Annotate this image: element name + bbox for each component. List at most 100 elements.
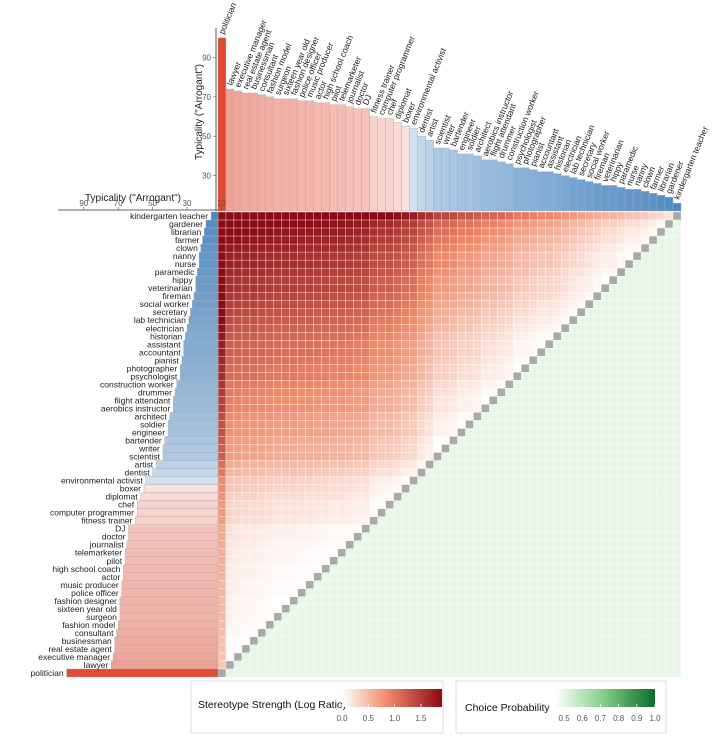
heatmap-cell	[569, 636, 578, 646]
left-occupation-label: dentist	[125, 468, 151, 478]
heatmap-cell	[513, 412, 522, 421]
heatmap-cell	[377, 548, 386, 557]
heatmap-cell	[241, 540, 251, 549]
heatmap-cell	[417, 267, 426, 277]
heatmap-cell	[561, 644, 570, 654]
heatmap-cell	[608, 380, 618, 389]
heatmap-cell	[640, 460, 650, 469]
heatmap-cell	[425, 628, 434, 638]
left-occupation-label: clown	[176, 243, 198, 253]
heatmap-cell	[465, 348, 474, 357]
heatmap-cell	[656, 436, 666, 445]
left-bar	[183, 340, 219, 349]
heatmap-cell	[521, 500, 530, 509]
heatmap-cell	[497, 380, 506, 389]
heatmap-cell	[433, 468, 442, 477]
heatmap-matrix	[217, 211, 682, 678]
heatmap-cell	[577, 668, 586, 678]
heatmap-cell	[489, 267, 498, 277]
heatmap-cell	[529, 283, 538, 293]
top-bar	[433, 147, 442, 212]
heatmap-cell	[497, 316, 506, 325]
heatmap-cell	[529, 444, 538, 453]
heatmap-cell	[241, 508, 251, 517]
heatmap-cell	[648, 316, 658, 325]
heatmap-cell	[329, 396, 338, 405]
heatmap-cell	[361, 660, 370, 670]
heatmap-cell	[473, 235, 482, 245]
heatmap-cell	[417, 364, 426, 373]
heatmap-cell	[409, 580, 418, 590]
heatmap-cell	[473, 267, 482, 277]
heatmap-cell	[481, 396, 490, 405]
heatmap-cell	[289, 348, 299, 357]
heatmap-cell	[409, 564, 418, 574]
heatmap-cell	[353, 564, 362, 574]
heatmap-cell	[353, 388, 362, 397]
heatmap-cell	[593, 460, 602, 469]
heatmap-cell	[273, 420, 283, 429]
heatmap-cell	[305, 548, 315, 557]
heatmap-cell	[265, 492, 275, 501]
heatmap-cell	[425, 275, 434, 285]
heatmap-cell	[465, 372, 474, 381]
heatmap-cell	[401, 372, 410, 381]
heatmap-cell	[608, 596, 618, 606]
heatmap-cell	[377, 428, 386, 437]
heatmap-cell	[561, 324, 570, 333]
heatmap-cell	[425, 412, 434, 421]
heatmap-cell	[281, 243, 291, 253]
heatmap-cell	[361, 267, 370, 277]
heatmap-cell	[457, 580, 466, 590]
choice-tick-label: 0.7	[595, 714, 607, 723]
heatmap-cell	[537, 572, 546, 582]
heatmap-cell	[369, 364, 378, 373]
heatmap-cell	[281, 412, 291, 421]
heatmap-cell	[545, 508, 554, 517]
heatmap-cell	[265, 211, 275, 221]
heatmap-cell	[656, 396, 666, 405]
heatmap-cell	[225, 492, 235, 501]
heatmap-cell	[321, 436, 330, 445]
heatmap-cell	[369, 548, 378, 557]
heatmap-cell	[273, 211, 283, 221]
heatmap-cell	[353, 532, 362, 541]
heatmap-cell	[401, 300, 410, 309]
heatmap-cell	[585, 628, 594, 638]
heatmap-cell	[337, 291, 346, 301]
heatmap-cell	[561, 356, 570, 365]
heatmap-cell	[345, 468, 354, 477]
heatmap-cell	[569, 259, 578, 269]
heatmap-cell	[616, 356, 626, 365]
heatmap-cell	[425, 308, 434, 317]
heatmap-cell	[624, 644, 634, 654]
heatmap-cell	[369, 668, 378, 678]
heatmap-cell	[616, 436, 626, 445]
heatmap-cell	[529, 235, 538, 245]
heatmap-cell	[489, 548, 498, 557]
heatmap-cell	[433, 308, 442, 317]
heatmap-cell	[369, 580, 378, 590]
heatmap-cell	[656, 628, 666, 638]
heatmap-cell	[473, 644, 482, 654]
heatmap-cell	[321, 532, 330, 541]
heatmap-cell	[545, 660, 554, 670]
heatmap-cell	[225, 668, 235, 678]
heatmap-cell	[417, 227, 426, 237]
heatmap-cell	[385, 308, 394, 317]
heatmap-cell	[393, 652, 402, 662]
heatmap-cell	[640, 340, 650, 349]
heatmap-cell	[656, 267, 666, 277]
heatmap-cell	[401, 396, 410, 405]
heatmap-cell	[297, 356, 307, 365]
heatmap-cell	[345, 604, 354, 614]
heatmap-cell	[656, 548, 666, 557]
heatmap-cell	[225, 380, 235, 389]
heatmap-cell	[632, 412, 642, 421]
heatmap-cell	[632, 227, 642, 237]
heatmap-cell	[608, 356, 618, 365]
heatmap-cell	[632, 332, 642, 341]
left-bar	[169, 412, 219, 421]
heatmap-cell	[249, 396, 259, 405]
heatmap-cell	[361, 668, 370, 678]
